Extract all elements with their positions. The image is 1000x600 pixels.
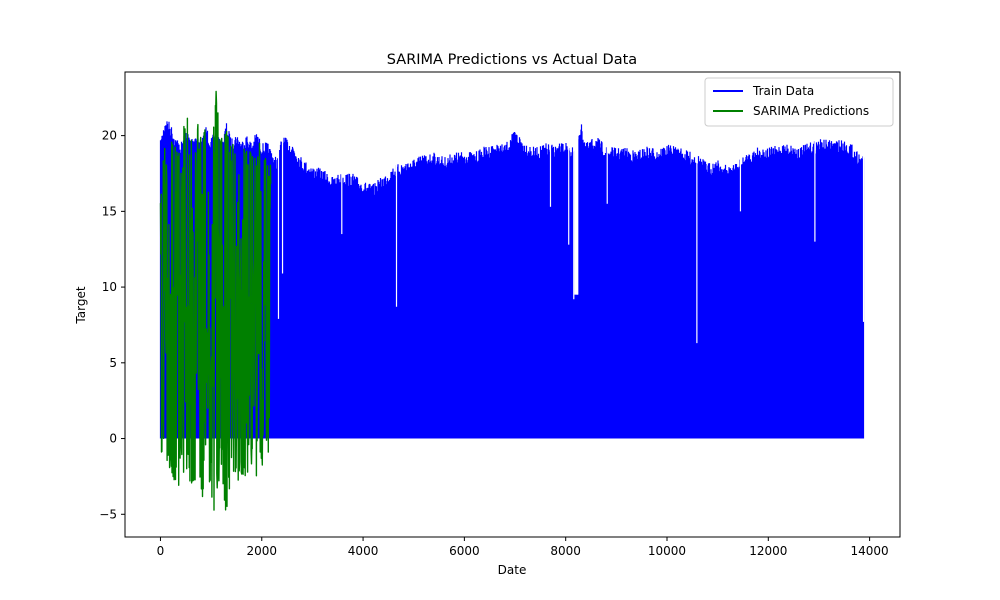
train-data-gap-0 xyxy=(574,128,579,295)
y-tick-label: 20 xyxy=(102,129,117,143)
plot-area xyxy=(159,90,865,511)
y-axis-title: Target xyxy=(74,286,88,324)
x-tick-label: 10000 xyxy=(648,544,686,558)
y-tick-label: 10 xyxy=(102,280,117,294)
legend-label-train-data: Train Data xyxy=(752,84,814,98)
legend-label-sarima-predictions: SARIMA Predictions xyxy=(753,104,869,118)
series-sarima-predictions xyxy=(159,90,272,511)
chart-title: SARIMA Predictions vs Actual Data xyxy=(387,52,637,68)
y-tick-label: −5 xyxy=(99,507,117,521)
legend-box xyxy=(704,77,894,127)
x-tick-label: 12000 xyxy=(749,544,787,558)
y-axis-ticks: −5 0 5 10 15 20 xyxy=(99,129,125,521)
y-tick-label: 0 xyxy=(109,432,117,446)
plot-frame xyxy=(124,71,901,538)
x-tick-label: 0 xyxy=(157,544,165,558)
x-tick-label: 14000 xyxy=(851,544,889,558)
x-axis-ticks: 0 2000 4000 6000 8000 10000 12000 14000 xyxy=(157,537,889,558)
x-tick-label: 6000 xyxy=(449,544,480,558)
legend: Train Data SARIMA Predictions xyxy=(704,77,894,127)
x-tick-label: 4000 xyxy=(348,544,379,558)
x-axis-title: Date xyxy=(498,563,527,577)
series-train-data xyxy=(159,121,865,439)
y-tick-label: 15 xyxy=(102,204,117,218)
x-tick-label: 8000 xyxy=(550,544,581,558)
sarima-predictions-line xyxy=(159,90,272,511)
x-tick-label: 2000 xyxy=(246,544,277,558)
y-tick-label: 5 xyxy=(109,356,117,370)
